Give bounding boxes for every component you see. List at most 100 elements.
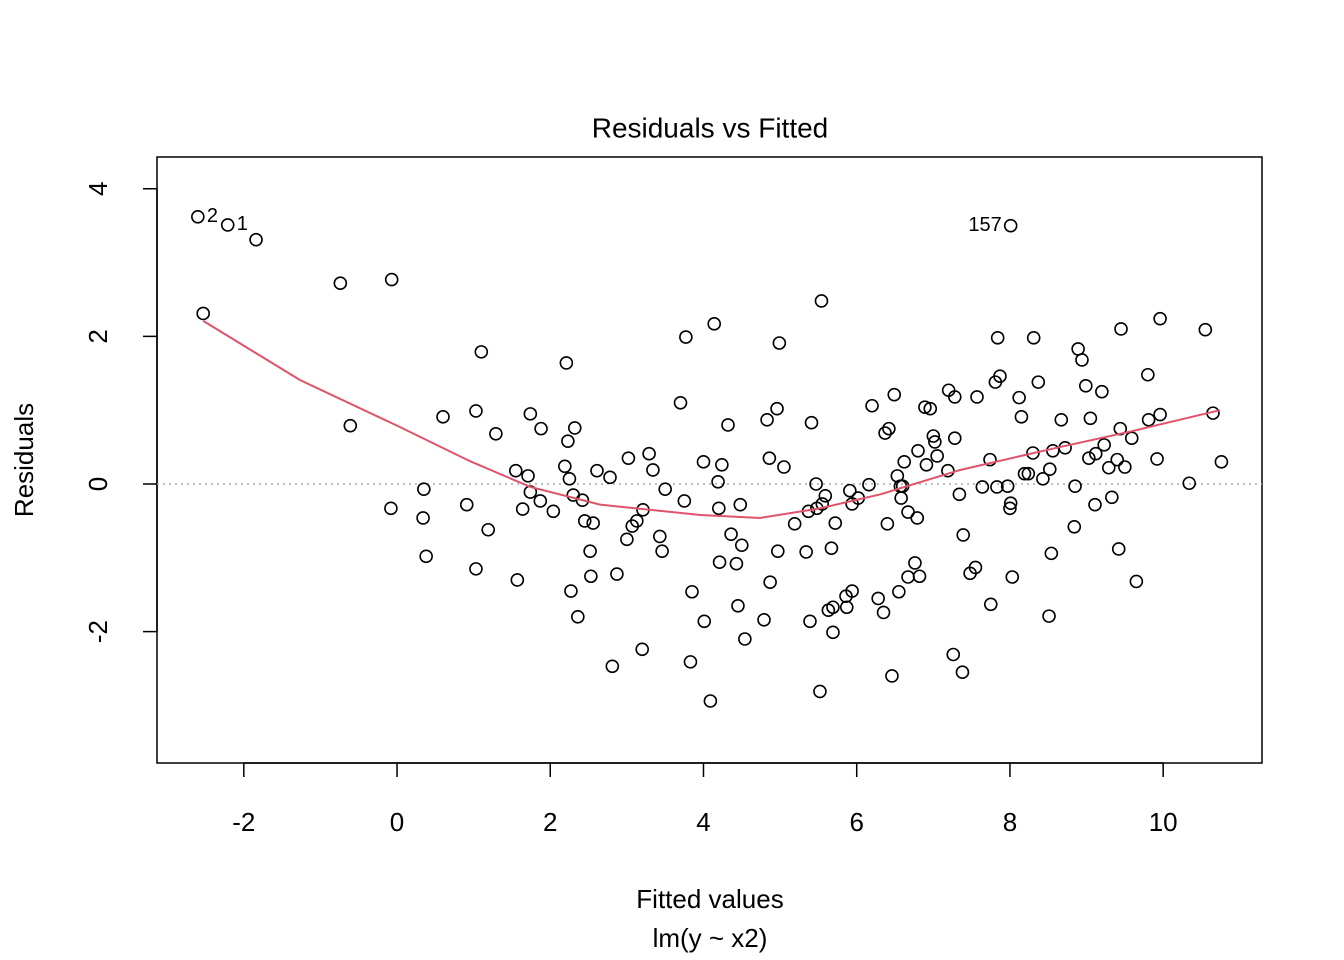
point bbox=[343, 418, 358, 433]
point bbox=[715, 457, 729, 472]
point bbox=[910, 511, 925, 525]
point bbox=[975, 480, 990, 494]
point bbox=[885, 669, 899, 683]
point bbox=[561, 434, 575, 448]
point-label: 157 bbox=[968, 214, 1001, 236]
point bbox=[1036, 472, 1050, 486]
point bbox=[658, 482, 672, 496]
point bbox=[787, 517, 802, 531]
point bbox=[1182, 476, 1197, 491]
chart-title: Residuals vs Fitted bbox=[592, 112, 829, 143]
point bbox=[828, 516, 843, 530]
point bbox=[575, 493, 590, 508]
point bbox=[603, 470, 617, 485]
point bbox=[510, 573, 525, 587]
point bbox=[610, 567, 624, 581]
point bbox=[521, 469, 535, 483]
point bbox=[586, 516, 600, 530]
point bbox=[1114, 322, 1128, 336]
point bbox=[534, 421, 548, 436]
point bbox=[630, 514, 644, 528]
point bbox=[1067, 520, 1082, 534]
point bbox=[897, 455, 912, 469]
point bbox=[655, 544, 669, 558]
point bbox=[1012, 390, 1026, 405]
point bbox=[918, 400, 932, 415]
point bbox=[1082, 451, 1096, 465]
point bbox=[1088, 446, 1103, 461]
point bbox=[1046, 443, 1060, 458]
point bbox=[474, 345, 489, 359]
point bbox=[871, 591, 885, 606]
point bbox=[983, 597, 998, 612]
smoother-line bbox=[202, 320, 1221, 519]
point bbox=[770, 401, 784, 416]
point bbox=[1068, 479, 1082, 494]
y-tick-label: 0 bbox=[83, 477, 113, 491]
point bbox=[993, 369, 1007, 384]
point bbox=[712, 501, 726, 516]
point bbox=[1005, 570, 1020, 584]
point bbox=[679, 330, 693, 344]
x-tick-label: 0 bbox=[390, 807, 404, 837]
point bbox=[642, 446, 656, 461]
point bbox=[546, 504, 561, 519]
point bbox=[1105, 490, 1119, 505]
point bbox=[1044, 546, 1059, 561]
point bbox=[1021, 466, 1036, 481]
point bbox=[824, 541, 839, 556]
point bbox=[809, 477, 823, 491]
point bbox=[814, 294, 829, 308]
point bbox=[983, 452, 997, 467]
point bbox=[930, 449, 944, 463]
point bbox=[777, 460, 791, 474]
point bbox=[220, 218, 235, 232]
point bbox=[804, 415, 819, 430]
point bbox=[673, 395, 688, 410]
point bbox=[946, 647, 961, 662]
point bbox=[968, 560, 983, 575]
point bbox=[813, 684, 827, 699]
point bbox=[1083, 411, 1098, 426]
point bbox=[1026, 446, 1040, 460]
point bbox=[815, 497, 830, 511]
point bbox=[1031, 375, 1046, 389]
x-tick-label: 8 bbox=[1003, 807, 1017, 837]
point bbox=[757, 613, 771, 627]
point bbox=[683, 655, 698, 669]
x-tick-label: 6 bbox=[849, 807, 863, 837]
point bbox=[1017, 466, 1032, 481]
point bbox=[1111, 542, 1126, 556]
point bbox=[1141, 367, 1155, 382]
point bbox=[696, 455, 711, 469]
point bbox=[1042, 462, 1057, 477]
point bbox=[826, 625, 840, 640]
point bbox=[799, 545, 813, 559]
point bbox=[1003, 496, 1018, 510]
point bbox=[839, 600, 854, 615]
point bbox=[508, 463, 523, 478]
point-label: 1 bbox=[237, 213, 248, 235]
point bbox=[1118, 460, 1132, 474]
point bbox=[1054, 412, 1069, 427]
point bbox=[191, 209, 205, 224]
y-tick-label: -2 bbox=[83, 620, 113, 643]
point bbox=[1153, 311, 1167, 326]
point bbox=[577, 514, 592, 528]
point bbox=[571, 610, 585, 624]
point bbox=[1141, 412, 1156, 427]
point bbox=[1101, 460, 1116, 475]
point bbox=[481, 522, 496, 537]
point bbox=[685, 584, 699, 599]
point bbox=[635, 642, 649, 657]
point bbox=[894, 491, 908, 505]
point bbox=[760, 412, 774, 427]
point bbox=[771, 544, 785, 558]
point bbox=[523, 407, 538, 421]
point bbox=[533, 494, 548, 508]
point bbox=[729, 556, 744, 571]
point bbox=[1214, 455, 1229, 469]
point bbox=[1088, 497, 1102, 512]
point bbox=[926, 429, 941, 443]
point bbox=[584, 569, 598, 584]
